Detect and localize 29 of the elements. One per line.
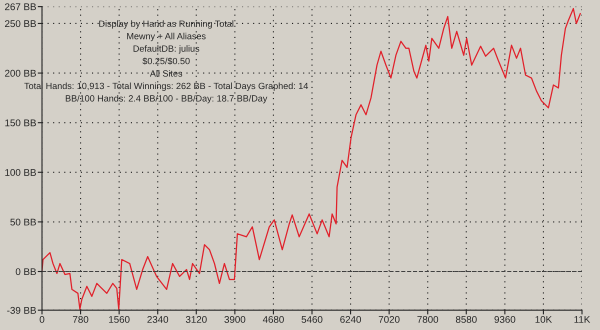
x-tick-label: 11K [574,316,590,323]
x-tick-label: 9360 [494,316,516,323]
y-tick-label: 0 BB [16,268,36,276]
annotation: Mewny + All Aliases [127,32,206,42]
x-tick-label: 1560 [109,316,130,323]
annotation: Display by Hand as Running Total [99,20,234,29]
y-tick-label: 267 BB [5,3,36,10]
x-tick-label: 2340 [147,316,168,323]
y-tick-label: -39 BB [7,306,36,314]
x-tick-label: 0 [40,316,44,323]
annotation: All Sites [150,70,182,77]
x-tick-label: 5460 [302,316,322,323]
x-tick-label: 7020 [378,316,400,323]
x-tick-label: 7800 [417,316,438,323]
y-tick-label: 100 BB [5,169,36,176]
x-tick-label: 4680 [262,316,284,323]
annotation: BB/100 Hands: 2.4 BB/100 - BB/Day: 18.7 BB/Day [66,94,268,104]
x-tick-label: 3120 [186,316,207,323]
x-tick-label: 8580 [456,316,477,323]
x-tick-label: 780 [72,316,88,323]
x-tick-label: 3900 [224,316,246,323]
x-tick-label: 6240 [340,316,362,323]
annotation: $0.25/$0.50 [142,57,190,65]
y-tick-label: 250 BB [5,20,36,28]
y-tick-label: 200 BB [5,70,36,77]
x-tick-label: 10K [536,316,552,323]
y-tick-label: 150 BB [5,119,36,126]
annotation: DefaultDB: julius [134,45,200,54]
y-tick-label: 50 BB [10,218,36,226]
